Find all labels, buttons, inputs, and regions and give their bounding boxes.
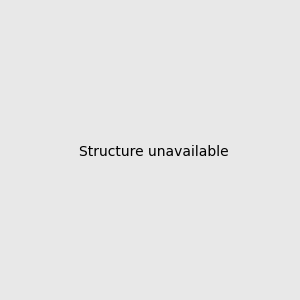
Text: Structure unavailable: Structure unavailable <box>79 145 229 158</box>
